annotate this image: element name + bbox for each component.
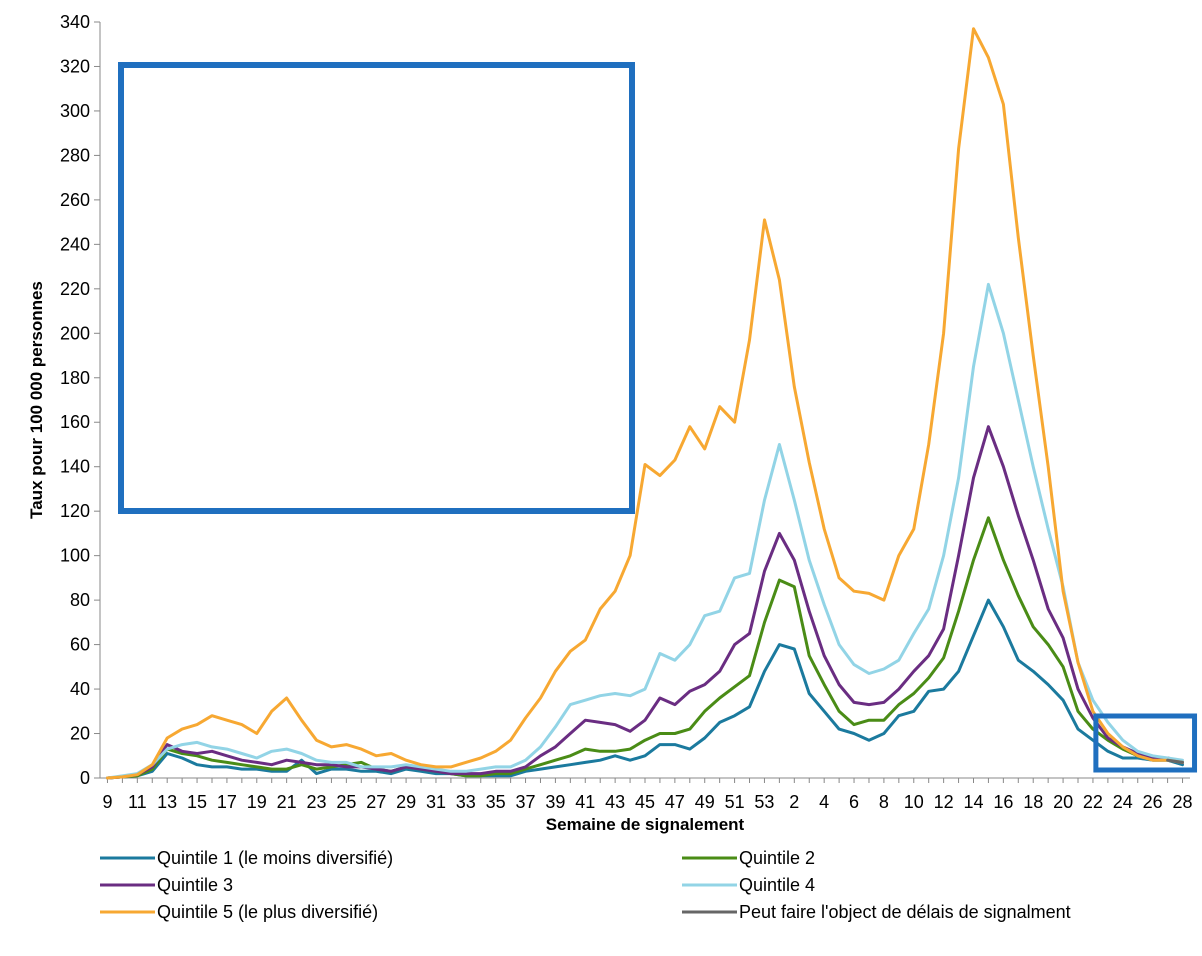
x-tick-label: 2 <box>789 792 799 812</box>
legend-item: Quintile 4 <box>682 875 815 895</box>
x-tick-label: 27 <box>366 792 386 812</box>
x-tick-label: 41 <box>575 792 595 812</box>
legend-label: Quintile 1 (le moins diversifié) <box>157 848 393 868</box>
x-tick-label: 37 <box>516 792 536 812</box>
x-tick-label: 20 <box>1053 792 1073 812</box>
y-tick-label: 100 <box>60 546 90 566</box>
y-axis-label: Taux pour 100 000 personnes <box>27 281 46 519</box>
x-tick-label: 49 <box>695 792 715 812</box>
x-tick-label: 4 <box>819 792 829 812</box>
x-tick-label: 15 <box>187 792 207 812</box>
main-series <box>106 27 1184 780</box>
legend-item: Quintile 3 <box>100 875 233 895</box>
series-line-6 <box>1166 758 1184 764</box>
y-tick-label: 80 <box>70 590 90 610</box>
legend-item: Quintile 2 <box>682 848 815 868</box>
inset-frame <box>118 62 635 514</box>
main-x-ticks: 9 11 13 15 17 19 21 23 25 27 29 31 33 35 37 39 41 43 45 47 4… <box>102 778 1193 812</box>
legend-item: Quintile 1 (le moins diversifié) <box>100 848 393 868</box>
x-tick-label: 19 <box>247 792 267 812</box>
x-tick-label: 17 <box>217 792 237 812</box>
x-tick-label: 33 <box>456 792 476 812</box>
legend: Quintile 1 (le moins diversifié) Quintile… <box>100 848 1071 922</box>
x-tick-label: 24 <box>1113 792 1133 812</box>
y-tick-label: 120 <box>60 501 90 521</box>
legend-label: Quintile 4 <box>739 875 815 895</box>
x-tick-label: 25 <box>336 792 356 812</box>
series-line-5 <box>106 27 1184 780</box>
y-tick-label: 0 <box>80 768 90 788</box>
x-tick-label: 9 <box>102 792 112 812</box>
x-tick-label: 21 <box>277 792 297 812</box>
legend-label: Quintile 5 (le plus diversifié) <box>157 902 378 922</box>
x-axis-label: Semaine de signalement <box>546 815 745 834</box>
y-tick-label: 320 <box>60 56 90 76</box>
y-tick-label: 200 <box>60 323 90 343</box>
x-tick-label: 11 <box>128 792 147 812</box>
y-tick-label: 40 <box>70 679 90 699</box>
main-y-ticks: 0 20 40 60 80 100 120 140 160 180 200 220 240 260 280 3… <box>60 12 100 788</box>
x-tick-label: 12 <box>934 792 954 812</box>
series-line-2 <box>106 516 1184 780</box>
y-tick-label: 20 <box>70 724 90 744</box>
series-line-3 <box>106 425 1184 780</box>
y-tick-label: 280 <box>60 145 90 165</box>
x-tick-label: 47 <box>665 792 685 812</box>
y-tick-label: 300 <box>60 101 90 121</box>
x-tick-label: 22 <box>1083 792 1103 812</box>
y-tick-label: 180 <box>60 368 90 388</box>
series-line-4 <box>106 282 1184 780</box>
x-tick-label: 35 <box>486 792 506 812</box>
y-tick-label: 260 <box>60 190 90 210</box>
x-tick-label: 45 <box>635 792 655 812</box>
y-tick-label: 220 <box>60 279 90 299</box>
y-tick-label: 340 <box>60 12 90 32</box>
inset-chart: 05101520253035 232425262728 <box>118 62 635 514</box>
x-tick-label: 53 <box>754 792 774 812</box>
zoom-region-box <box>1093 713 1198 773</box>
y-tick-label: 140 <box>60 457 90 477</box>
highlight-box <box>1093 713 1198 773</box>
x-tick-label: 10 <box>904 792 924 812</box>
x-tick-label: 28 <box>1173 792 1193 812</box>
x-tick-label: 39 <box>545 792 565 812</box>
legend-label: Quintile 2 <box>739 848 815 868</box>
x-tick-label: 43 <box>605 792 625 812</box>
x-tick-label: 6 <box>849 792 859 812</box>
x-tick-label: 18 <box>1023 792 1043 812</box>
legend-label: Peut faire l'object de délais de signalm… <box>739 902 1071 922</box>
legend-item: Quintile 5 (le plus diversifié) <box>100 902 378 922</box>
y-tick-label: 160 <box>60 412 90 432</box>
series-line-1 <box>106 598 1184 780</box>
x-tick-label: 23 <box>306 792 326 812</box>
legend-label: Quintile 3 <box>157 875 233 895</box>
x-tick-label: 13 <box>157 792 177 812</box>
x-tick-label: 29 <box>396 792 416 812</box>
x-tick-label: 8 <box>879 792 889 812</box>
x-tick-label: 51 <box>725 792 745 812</box>
x-tick-label: 14 <box>963 792 983 812</box>
x-tick-label: 16 <box>993 792 1013 812</box>
x-tick-label: 31 <box>426 792 446 812</box>
y-tick-label: 240 <box>60 234 90 254</box>
legend-item: Peut faire l'object de délais de signalm… <box>682 902 1071 922</box>
x-tick-label: 26 <box>1143 792 1163 812</box>
y-tick-label: 60 <box>70 635 90 655</box>
